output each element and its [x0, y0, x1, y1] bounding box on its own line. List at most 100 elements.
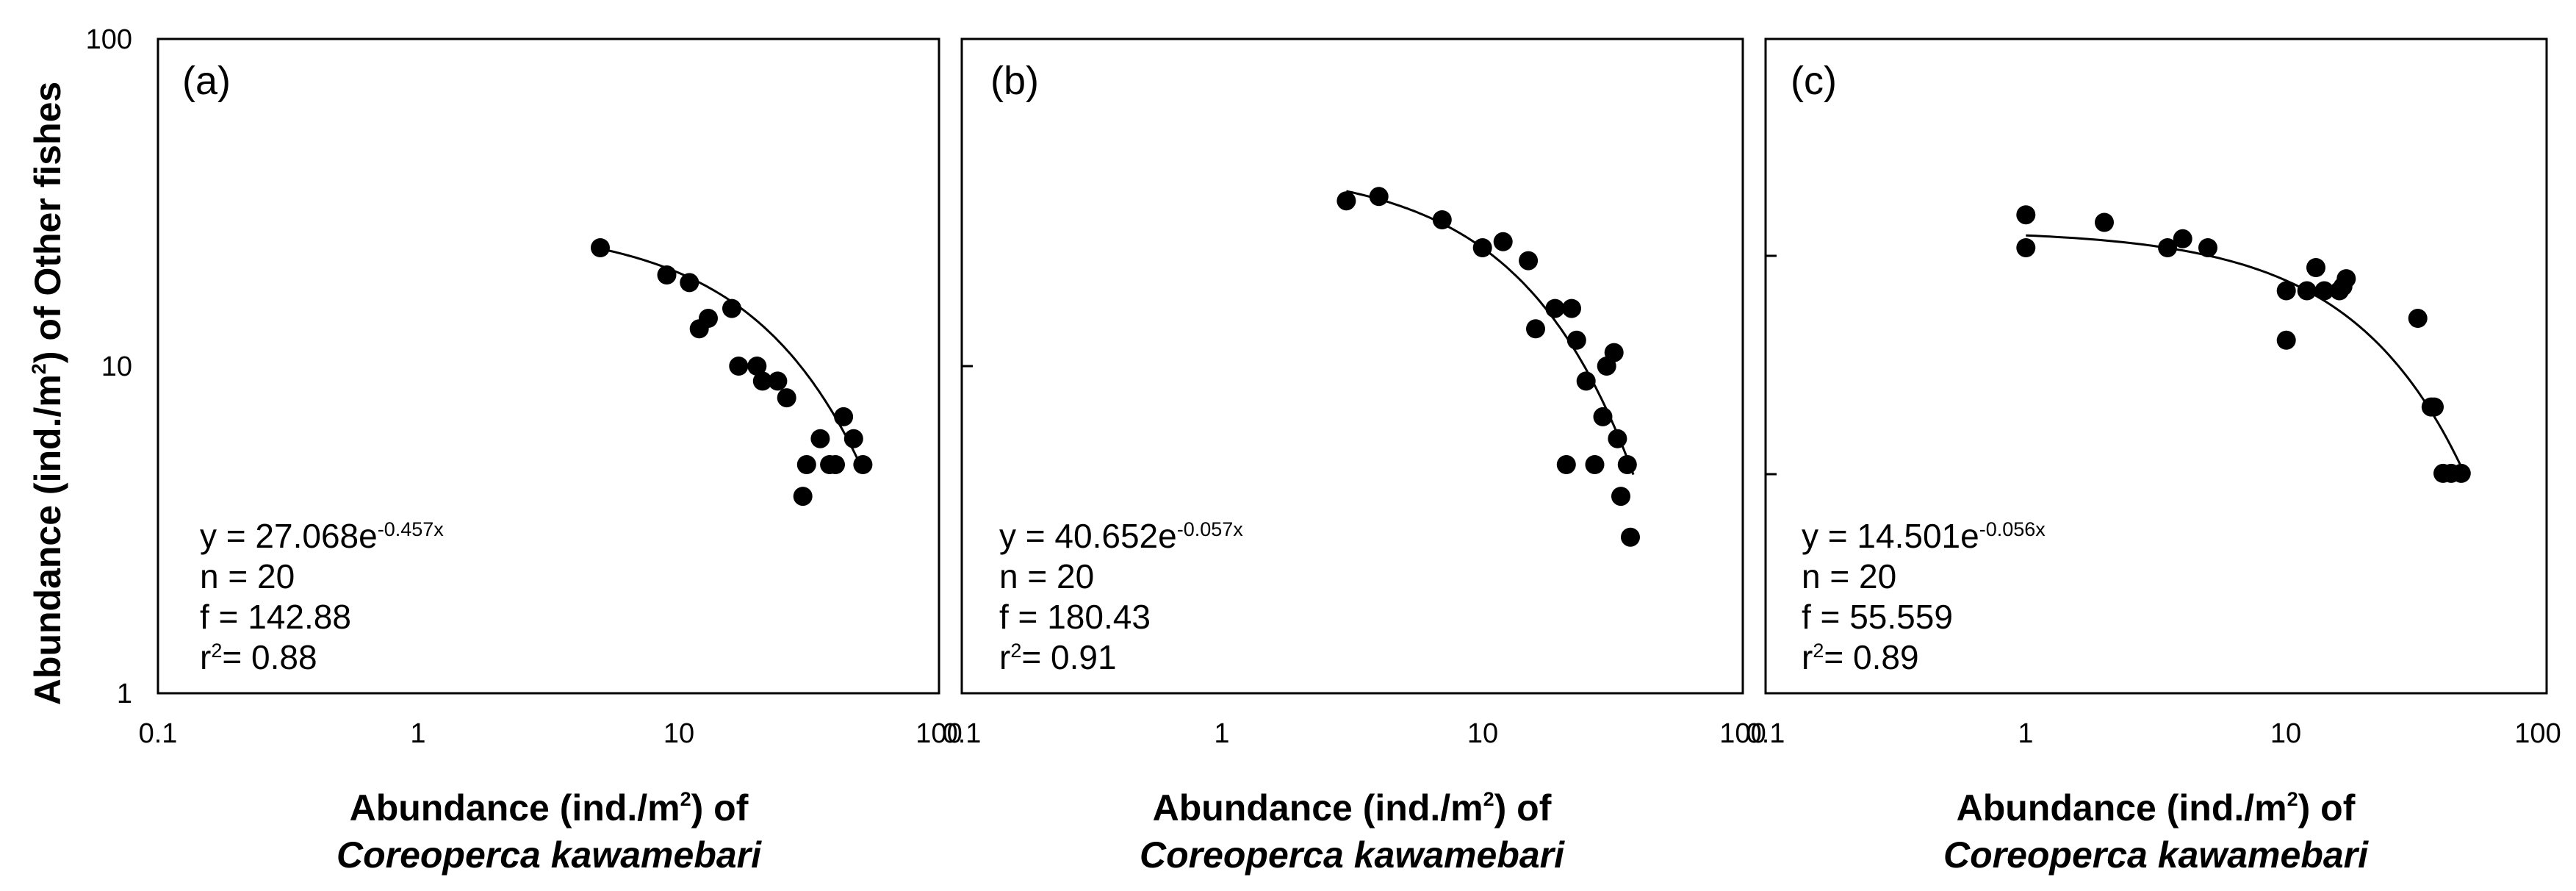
stat-r2-prefix: r: [200, 638, 211, 676]
x-axis-label-sup: 2: [680, 788, 691, 810]
data-point-8: [2276, 330, 2296, 350]
x-tick-label-10: 10: [663, 718, 694, 749]
data-point-2: [2016, 238, 2036, 257]
data-point-7: [2276, 281, 2296, 301]
data-point-6: [1519, 251, 1539, 271]
plot-frame: [1764, 37, 2548, 695]
y-axis-label: Abundance (ind./m2) of Other fishes: [27, 82, 68, 705]
stat-f: f = 55.559: [1802, 598, 1953, 636]
panel-a: (a) 0.1 1 10 100 y = 27.068e-0.457x n = …: [139, 37, 963, 876]
fit-curve: [1346, 190, 1635, 476]
data-point-14: [2336, 269, 2356, 289]
data-points: [591, 238, 873, 507]
x-axis-label-suffix: ) of: [1494, 787, 1552, 829]
stat-r2-sup: 2: [1813, 640, 1824, 662]
x-axis-label-line2: Coreoperca kawamebari: [337, 834, 762, 876]
data-point-3: [680, 273, 699, 293]
data-point-8: [747, 357, 767, 376]
data-point-20: [2451, 463, 2471, 483]
stat-r2: r2= 0.91: [999, 638, 1117, 676]
x-axis-label-line2: Coreoperca kawamebari: [1943, 834, 2369, 876]
x-tick-label-100: 100: [915, 718, 962, 749]
x-tick-label-1: 1: [2018, 718, 2033, 749]
data-point-7: [1526, 319, 1545, 339]
data-point-5: [1493, 232, 1513, 251]
data-point-9: [1556, 455, 1576, 474]
stat-f: f = 180.43: [999, 598, 1151, 636]
panel-label: (b): [990, 59, 1039, 103]
x-axis-label-line1: Abundance (ind./m2) of: [350, 787, 749, 829]
y-axis-label-sup: 2: [28, 363, 50, 374]
stat-equation: y = 40.652e-0.057x: [999, 517, 1243, 555]
x-tick-label-10: 10: [2270, 718, 2301, 749]
panel-label: (a): [182, 59, 231, 103]
x-tick-label-100: 100: [2514, 718, 2561, 749]
data-point-17: [834, 407, 854, 426]
x-axis-label-line1: Abundance (ind./m2) of: [1153, 787, 1552, 829]
data-point-14: [810, 429, 830, 448]
stat-r2: r2= 0.88: [200, 638, 317, 676]
stat-r2-sup: 2: [211, 640, 222, 662]
y-tick-label-100: 100: [86, 24, 132, 55]
stat-equation-prefix: y = 40.652e: [999, 517, 1177, 555]
x-axis-label-sup: 2: [2287, 788, 2298, 810]
data-point-3: [1432, 210, 1452, 229]
x-axis-label-suffix: ) of: [2298, 787, 2356, 829]
x-tick-label-0.1: 0.1: [1746, 718, 1785, 749]
data-point-12: [793, 487, 813, 507]
stat-r2-suffix: = 0.88: [222, 638, 317, 676]
x-axis-label-prefix: Abundance (ind./m: [1957, 787, 2287, 829]
data-point-13: [1585, 455, 1605, 474]
data-point-3: [2095, 212, 2114, 232]
x-axis-label-sup: 2: [1483, 788, 1494, 810]
stat-r2: r2= 0.89: [1802, 638, 1919, 676]
panel-label: (c): [1791, 59, 1837, 103]
data-point-1: [1336, 191, 1356, 211]
data-point-11: [777, 388, 796, 408]
x-tick-label-10: 10: [1467, 718, 1498, 749]
panel-b: (b) 0.1 1 10 100 y = 40.652e-0.057x n = …: [943, 37, 1766, 876]
data-point-15: [2408, 309, 2428, 328]
stat-equation: y = 27.068e-0.457x: [200, 517, 444, 555]
y-tick-label-1: 1: [117, 679, 132, 709]
data-point-17: [2425, 397, 2444, 417]
stat-r2-suffix: = 0.89: [1824, 638, 1918, 676]
panel-c: (c) 0.1 1 10 100 y = 14.501e-0.056x n = …: [1746, 37, 2561, 876]
stat-r2-sup: 2: [1010, 640, 1021, 662]
x-axis-label-line1: Abundance (ind./m2) of: [1957, 787, 2356, 829]
data-point-10: [768, 371, 788, 391]
data-point-5: [2173, 229, 2192, 248]
data-point-9: [752, 371, 772, 391]
stat-n: n = 20: [1802, 557, 1896, 595]
x-axis-label-prefix: Abundance (ind./m: [1153, 787, 1483, 829]
x-axis-label-suffix: ) of: [691, 787, 749, 829]
data-point-11: [2314, 281, 2334, 301]
data-point-10: [1562, 298, 1581, 318]
data-points: [1336, 187, 1640, 547]
y-axis-label-prefix: Abundance (ind./m: [27, 374, 68, 705]
stat-equation-exp: -0.056x: [1979, 518, 2046, 540]
data-point-5: [699, 309, 718, 328]
data-point-11: [1566, 330, 1586, 350]
stat-n: n = 20: [999, 557, 1094, 595]
data-point-13: [796, 455, 816, 474]
x-tick-label-1: 1: [1214, 718, 1229, 749]
fit-curve: [600, 247, 864, 471]
stat-equation-exp: -0.057x: [1177, 518, 1244, 540]
data-point-16: [1604, 343, 1624, 362]
fit-curve: [2026, 234, 2463, 468]
data-points: [2016, 205, 2471, 483]
stat-equation: y = 14.501e-0.056x: [1802, 517, 2046, 555]
data-point-10: [2306, 258, 2325, 277]
x-tick-label-1: 1: [410, 718, 425, 749]
stat-r2-prefix: r: [1802, 638, 1813, 676]
stat-equation-prefix: y = 14.501e: [1802, 517, 1979, 555]
stat-r2-prefix: r: [999, 638, 1010, 676]
x-tick-label-0.1: 0.1: [943, 718, 982, 749]
data-point-16: [826, 455, 845, 474]
x-axis-label-prefix: Abundance (ind./m: [350, 787, 680, 829]
x-tick-label-0.1: 0.1: [139, 718, 178, 749]
x-tick-label-100: 100: [1719, 718, 1766, 749]
y-tick-label-10: 10: [101, 351, 132, 382]
